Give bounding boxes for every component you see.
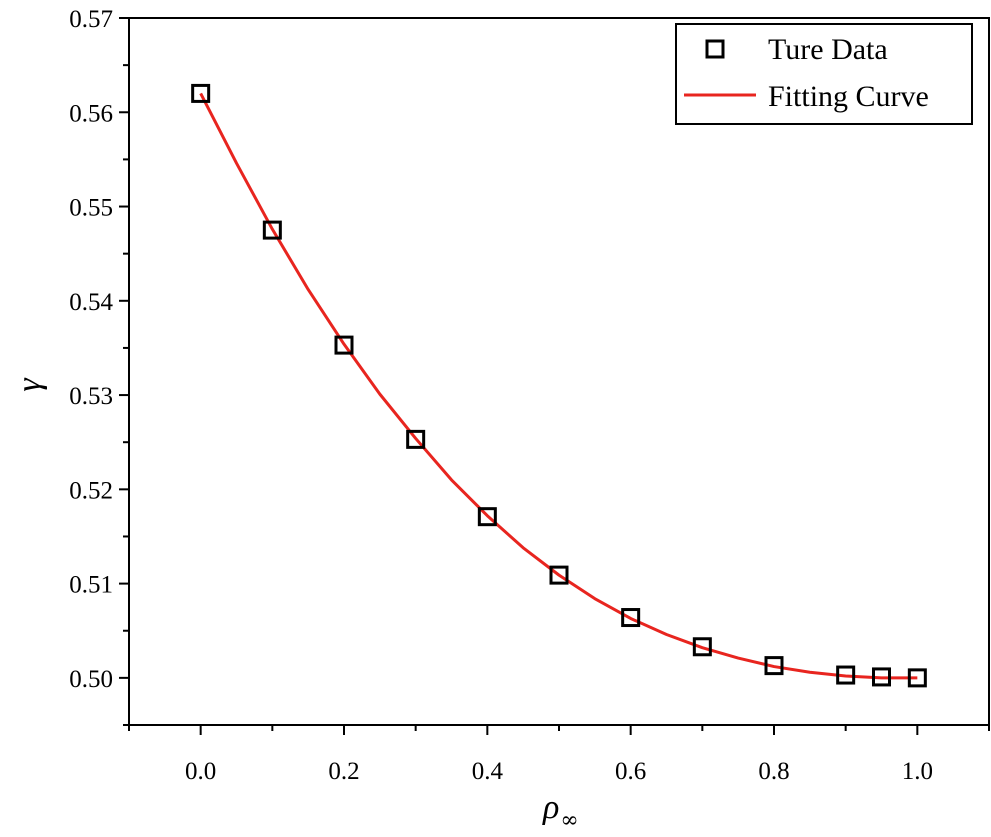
data-point-marker [692, 637, 712, 657]
y-tick-label: 0.51 [69, 572, 113, 599]
x-axis-label: ρ∞ [542, 789, 579, 833]
legend-label-true-data: Ture Data [768, 33, 888, 66]
axis-tick-labels: 0.0 0.2 0.4 0.6 0.8 1.0 0.50 0.51 0.52 0.53 0.54 0.… [69, 6, 933, 785]
y-tick-label: 0.54 [69, 289, 113, 316]
data-point-marker [907, 668, 927, 688]
y-tick-label: 0.50 [69, 666, 113, 693]
y-tick-label: 0.56 [69, 100, 113, 127]
data-point-marker [477, 507, 497, 527]
data-point-marker [262, 220, 282, 240]
fitting-curve-line [199, 92, 918, 680]
legend-box [675, 23, 973, 125]
x-tick-label: 0.8 [758, 758, 789, 785]
x-tick-label: 1.0 [902, 758, 933, 785]
axis-ticks [119, 17, 990, 735]
y-axis-label: γ [11, 377, 48, 392]
y-tick-label: 0.52 [69, 477, 113, 504]
data-point-marker [334, 335, 354, 355]
legend-label-fitting-curve: Fitting Curve [768, 80, 929, 113]
data-point-marker [872, 667, 891, 687]
legend: Ture Data Fitting Curve [675, 23, 973, 125]
x-tick-label: 0.4 [472, 758, 504, 785]
legend-marker-square [705, 39, 725, 59]
data-point-marker [621, 608, 641, 628]
data-point-marker [764, 656, 784, 676]
x-tick-label: 0.2 [328, 758, 359, 785]
y-tick-label: 0.53 [69, 383, 113, 410]
y-tick-label: 0.57 [69, 6, 113, 33]
data-series [191, 83, 927, 688]
y-tick-label: 0.55 [69, 195, 113, 222]
data-point-marker [191, 83, 211, 103]
data-point-marker [406, 429, 426, 449]
x-tick-label: 0.0 [185, 758, 216, 785]
x-tick-label: 0.6 [615, 758, 646, 785]
data-point-marker [836, 665, 856, 685]
data-point-marker [549, 565, 569, 585]
